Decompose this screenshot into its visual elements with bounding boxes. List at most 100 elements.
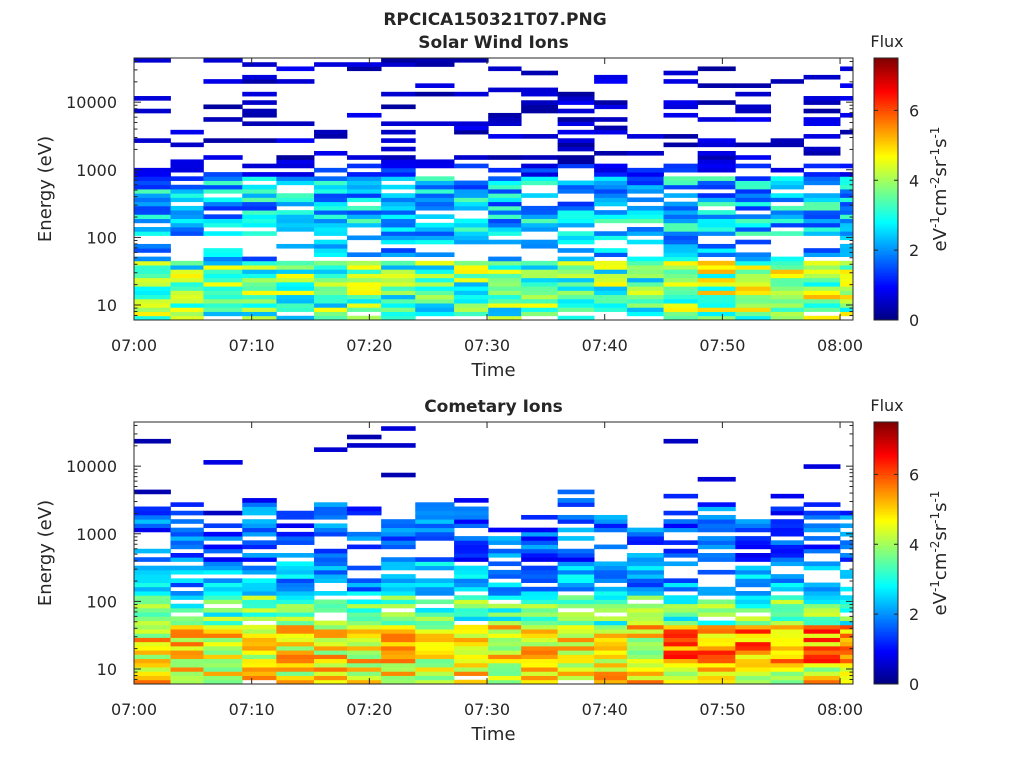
colorbar-segment <box>874 182 898 186</box>
heatmap-cell <box>454 514 489 520</box>
heatmap-cell <box>770 531 804 537</box>
heatmap-cell <box>770 679 804 685</box>
heatmap-cell <box>242 100 277 105</box>
heatmap-cell <box>242 189 277 194</box>
colorbar-segment <box>874 528 898 532</box>
colorbar-segment <box>874 642 898 646</box>
heatmap-cell <box>594 167 628 173</box>
heatmap-cell <box>594 172 628 177</box>
heatmap-cell <box>557 260 595 266</box>
heatmap-cell <box>454 269 489 274</box>
colorbar-segment <box>874 662 898 665</box>
heatmap-cell <box>203 578 243 583</box>
heatmap-cell <box>346 303 382 308</box>
heatmap-cell <box>314 273 348 279</box>
heatmap-cell <box>454 201 489 207</box>
heatmap-cell <box>314 307 348 312</box>
heatmap-cell <box>697 591 736 596</box>
heatmap-cell <box>134 675 171 681</box>
heatmap-cell <box>840 252 854 258</box>
heatmap-cell <box>803 201 841 207</box>
heatmap-cell <box>488 662 522 668</box>
heatmap-cells <box>134 58 854 321</box>
heatmap-cell <box>134 315 171 321</box>
colorbar-segment <box>874 247 898 251</box>
colorbar-segment <box>874 278 898 282</box>
colorbar-segment <box>874 140 898 144</box>
heatmap-cell <box>697 243 736 249</box>
heatmap-cell <box>415 586 455 592</box>
heatmap-cell <box>594 201 628 207</box>
heatmap-cell <box>663 193 699 198</box>
heatmap-cell <box>381 172 416 177</box>
heatmap-cell <box>488 286 522 291</box>
colorbar-segment <box>874 73 898 76</box>
heatmap-cell <box>594 565 628 571</box>
heatmap-cell <box>314 650 348 655</box>
heatmap-cell <box>557 184 595 190</box>
colorbar-segment <box>874 132 898 135</box>
heatmap-cell <box>276 307 315 312</box>
heatmap-cell <box>735 294 772 300</box>
heatmap-cell <box>276 531 315 537</box>
y-tick-label: 10000 <box>66 93 117 112</box>
heatmap-cell <box>521 311 559 317</box>
heatmap-cell <box>557 290 595 296</box>
heatmap-cell <box>276 138 315 143</box>
heatmap-cell <box>840 540 854 545</box>
heatmap-cell <box>840 112 854 118</box>
heatmap-cell <box>203 679 243 685</box>
heatmap-cell <box>488 569 522 575</box>
heatmap-cell <box>276 654 315 660</box>
heatmap-cell <box>594 273 628 279</box>
heatmap-cell <box>557 561 595 567</box>
heatmap-cell <box>454 582 489 588</box>
heatmap-cell <box>627 180 664 186</box>
heatmap-cell <box>276 510 315 516</box>
heatmap-cell <box>134 243 171 249</box>
colorbar-segment <box>874 291 898 295</box>
heatmap-cell <box>314 523 348 529</box>
heatmap-cell <box>203 637 243 643</box>
heatmap-cell <box>276 197 315 203</box>
heatmap-cell <box>697 662 736 668</box>
colorbar-segment <box>874 673 898 676</box>
heatmap-cell <box>627 210 664 215</box>
heatmap-cell <box>521 595 559 600</box>
heatmap-cell <box>521 134 559 139</box>
colorbar-segment <box>874 655 898 659</box>
heatmap-cell <box>488 527 522 533</box>
heatmap-cell <box>770 595 804 600</box>
heatmap-cell <box>346 210 382 215</box>
heatmap-cell <box>314 222 348 228</box>
heatmap-cell <box>346 273 382 279</box>
heatmap-cell <box>203 294 243 300</box>
heatmap-cell <box>521 675 559 681</box>
heatmap-cell <box>557 536 595 541</box>
heatmap-cell <box>454 641 489 647</box>
heatmap-cell <box>242 201 277 207</box>
heatmap-cell <box>803 248 841 253</box>
heatmap-cell <box>381 650 416 655</box>
heatmap-cell <box>276 201 315 207</box>
heatmap-cell <box>454 294 489 300</box>
heatmap-cell <box>557 675 595 681</box>
heatmap-cell <box>346 633 382 638</box>
colorbar-unit-label: eV-1cm-2sr-1s-1 <box>928 491 951 616</box>
heatmap-cell <box>346 607 382 613</box>
heatmap-cell <box>663 79 699 84</box>
heatmap-cell <box>170 210 204 215</box>
heatmap-cell <box>346 616 382 622</box>
heatmap-cell <box>840 294 854 300</box>
heatmap-cell <box>557 121 595 127</box>
heatmap-cell <box>314 243 348 249</box>
heatmap-cell <box>521 100 559 105</box>
colorbar-segment <box>874 590 898 593</box>
heatmap-cell <box>663 265 699 270</box>
heatmap-cell <box>770 142 804 148</box>
heatmap-cell <box>314 637 348 643</box>
heatmap-cell <box>803 637 841 643</box>
heatmap-cell <box>415 159 455 165</box>
heatmap-cell <box>276 227 315 232</box>
heatmap-cell <box>203 218 243 224</box>
